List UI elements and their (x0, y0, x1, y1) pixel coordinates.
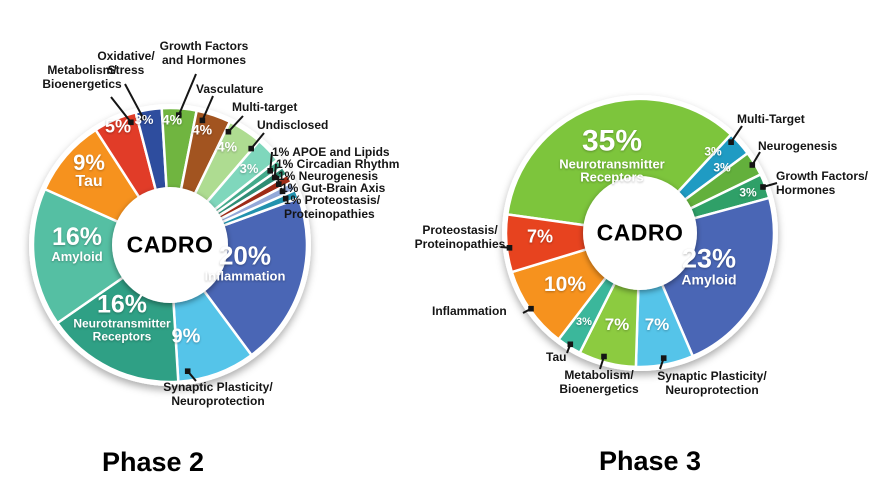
callout-label-multi-target-p3: Multi-Target (737, 112, 805, 126)
callout-label-multi-target-p2: Multi-target (232, 100, 298, 114)
phase3-caption: Phase 3 (598, 446, 702, 476)
callout-dot-oxidative-stress (140, 114, 146, 121)
callout-label-proteostasis-p3: Proteostasis/ Proteinopathies (414, 223, 506, 251)
callout-dot-neurogenesis (276, 181, 282, 187)
callout-label-metabolism-p2: Metabolism/ Bioenergetics (42, 63, 122, 91)
callout-label-neurogenesis-p3: Neurogenesis (758, 139, 838, 153)
callout-dot-tau (567, 341, 574, 348)
callout-dot-undisclosed (248, 145, 254, 152)
hub-label-phase2: CADRO (126, 231, 214, 258)
callout-dot-multi-target (225, 128, 232, 135)
callout-label-synaptic-p2: Synaptic Plasticity/ Neuroprotection (163, 380, 273, 408)
callout-label-metabolism-p3: Metabolism/ Bioenergetics (559, 368, 639, 396)
phase2-pie (29, 73, 311, 386)
callout-line-vasculature (201, 95, 214, 121)
callout-line-growth-factors-and-hormones (177, 73, 197, 116)
callout-dot-synaptic-plasticity-neuroprotection (660, 355, 667, 361)
callout-label-tau-p3: Tau (546, 350, 567, 364)
callout-line-oxidative-stress (124, 83, 144, 119)
callout-dot-proteostasis-proteinopathies (506, 245, 513, 251)
pie-hub (112, 187, 228, 303)
callout-label-circadian-p2: 1% Circadian Rhythm (276, 157, 400, 171)
phase2-caption: Phase 2 (101, 447, 205, 477)
callout-dot-circadian-rhythm (271, 174, 278, 181)
callout-line-apoe-and-lipids (269, 151, 273, 171)
callout-dot-proteostasis-proteinopathies (282, 195, 289, 202)
pie-slice-amyloid (31, 187, 172, 325)
callout-label-inflammation-p3: Inflammation (432, 304, 507, 318)
callout-dot-vasculature (199, 117, 206, 124)
phase3-pie (500, 95, 778, 371)
callout-dot-growth-factors-hormones (760, 184, 766, 190)
callout-label-proteostasis-p2: 1% Proteostasis/ Proteinopathies (284, 193, 381, 221)
callout-label-undisclosed-p2: Undisclosed (257, 118, 329, 132)
pie-hub (583, 176, 697, 290)
callout-dot-multi-target (728, 139, 734, 145)
callout-line-metabolism-bioenergetics (110, 96, 132, 123)
callout-label-growth-factors-p2: Growth Factors and Hormones (159, 39, 249, 67)
callout-dot-metabolism-bioenergetics (128, 119, 134, 126)
callout-dot-growth-factors-and-hormones (176, 112, 182, 118)
callout-label-oxidative-p2: Oxidative/ Stress (97, 49, 155, 77)
callout-label-neurogenesis-p2: 1% Neurogenesis (278, 169, 379, 183)
callout-label-growth-factors-p3: Growth Factors/ Hormones (776, 169, 869, 197)
callout-dot-apoe-and-lipids (267, 168, 273, 174)
callout-dot-gut-brain-axis (279, 188, 286, 195)
callout-label-apoe-p2: 1% APOE and Lipids (272, 145, 390, 159)
callout-label-gut-brain-p2: 1% Gut-Brain Axis (281, 181, 386, 195)
callout-dot-synaptic-plasticity-neuroprotection (184, 368, 191, 374)
callout-label-synaptic-p3: Synaptic Plasticity/ Neuroprotection (657, 369, 767, 397)
callout-label-vasculature-p2: Vasculature (196, 82, 264, 96)
callout-dot-neurogenesis (749, 162, 756, 168)
pie-slice-neurotransmitter-receptors (506, 97, 733, 235)
callout-dot-inflammation (528, 305, 534, 312)
callout-dot-metabolism-bioenergetics (601, 353, 607, 360)
hub-label-phase3: CADRO (596, 219, 684, 246)
